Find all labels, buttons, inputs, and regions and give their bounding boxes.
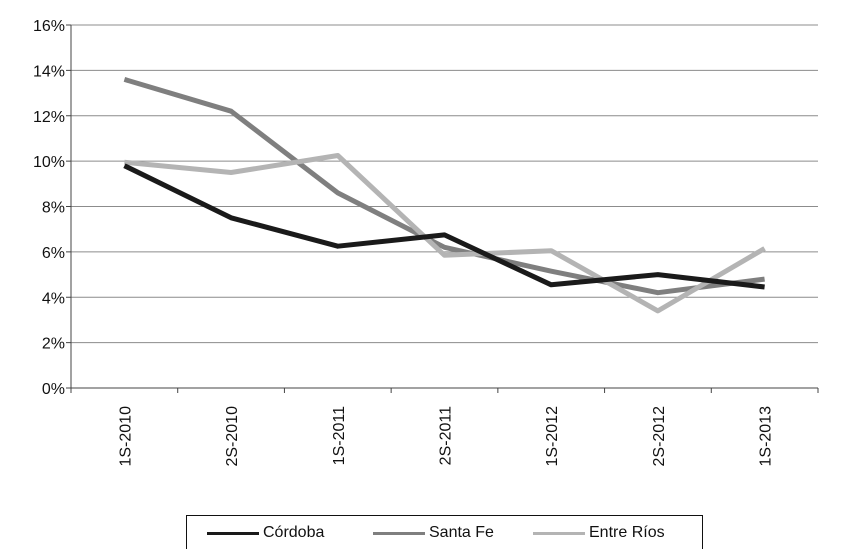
y-tick-label: 6% xyxy=(42,245,65,262)
series-line-2 xyxy=(124,153,766,314)
x-tick-label: 2S-2012 xyxy=(651,406,668,467)
x-tick-label: 2S-2011 xyxy=(438,406,455,465)
legend-swatch-entre-rios xyxy=(533,531,585,535)
gridlines xyxy=(71,24,818,389)
y-tick-label: 4% xyxy=(42,290,65,307)
legend-label-cordoba: Córdoba xyxy=(263,524,325,541)
x-tick-label: 1S-2012 xyxy=(544,406,561,467)
x-tick-label: 1S-2011 xyxy=(331,406,348,465)
series-line-1 xyxy=(123,77,765,296)
x-tick-label: 1S-2010 xyxy=(117,406,134,467)
y-tick-label: 2% xyxy=(42,336,65,353)
y-tick-label: 0% xyxy=(42,381,65,398)
x-axis: 1S-2010 2S-2010 1S-2011 2S-2011 1S-2012 2S-20… xyxy=(70,387,819,467)
legend-swatch-cordoba xyxy=(207,531,259,535)
legend: Córdoba Santa Fe Entre Ríos xyxy=(186,515,703,549)
series-lines xyxy=(123,77,766,314)
legend-label-entre-rios: Entre Ríos xyxy=(589,524,665,541)
legend-label-santa-fe: Santa Fe xyxy=(429,524,494,541)
y-axis: 0% 2% 4% 6% 8% 10% 12% 14% 16% xyxy=(33,18,72,398)
legend-item-santa-fe: Santa Fe xyxy=(373,524,494,542)
y-tick-label: 10% xyxy=(33,154,65,171)
legend-item-entre-rios: Entre Ríos xyxy=(533,524,665,542)
series-line-0 xyxy=(123,163,765,290)
legend-swatch-santa-fe xyxy=(373,531,425,535)
y-tick-label: 8% xyxy=(42,200,65,217)
x-tick-label: 2S-2010 xyxy=(224,406,241,467)
y-tick-label: 14% xyxy=(33,63,65,80)
y-tick-label: 12% xyxy=(33,109,65,126)
x-tick-label: 1S-2013 xyxy=(758,406,775,467)
y-tick-label: 16% xyxy=(33,18,65,35)
legend-item-cordoba: Córdoba xyxy=(207,524,324,542)
line-chart: 0%2%4%6%8%10%12%14%16% 1S-2010 2S-2010 1S-… xyxy=(33,18,819,467)
